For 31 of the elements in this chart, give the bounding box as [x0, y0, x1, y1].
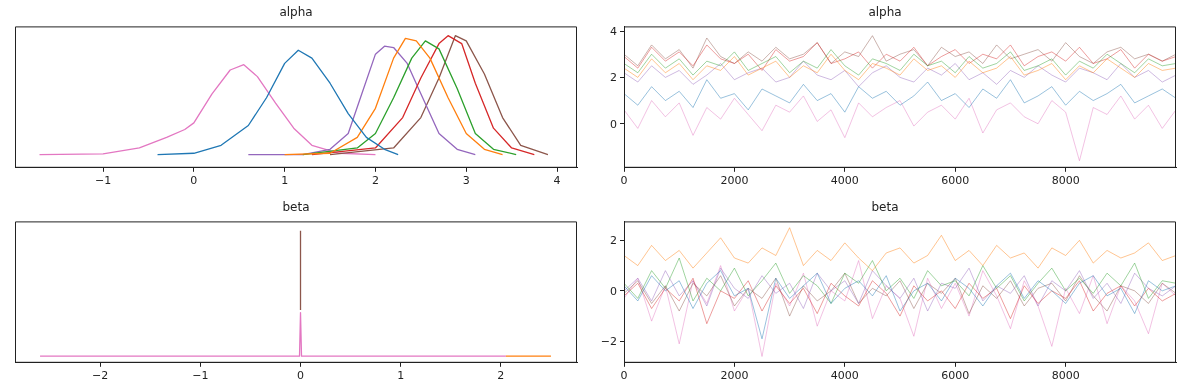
x-tick-label: 0	[620, 174, 628, 188]
y-tick-label: −2	[600, 335, 617, 349]
chart-title: beta	[871, 200, 899, 215]
y-tick-label: 4	[610, 25, 617, 39]
y-tick-label: 0	[610, 284, 617, 298]
chart-title: alpha	[868, 5, 902, 20]
y-tick-label: 0	[610, 117, 617, 131]
x-tick-label: 6000	[941, 369, 970, 383]
chart-title: beta	[282, 200, 310, 215]
x-tick-label: 2000	[720, 174, 749, 188]
x-tick-label: 4	[553, 174, 561, 188]
x-tick-label: 0	[190, 174, 198, 188]
x-tick-label: −1	[94, 174, 112, 188]
y-tick-label: 2	[610, 234, 617, 248]
chart-title: alpha	[279, 5, 313, 20]
x-tick-label: 2000	[720, 369, 749, 383]
x-tick-label: 4000	[830, 174, 859, 188]
x-tick-label: 4000	[830, 369, 859, 383]
x-tick-label: 8000	[1051, 369, 1080, 383]
x-tick-label: 8000	[1051, 174, 1080, 188]
x-tick-label: 6000	[941, 174, 970, 188]
x-tick-label: 1	[281, 174, 289, 188]
x-tick-label: 0	[297, 369, 305, 383]
x-tick-label: 2	[371, 174, 379, 188]
x-tick-label: 0	[620, 369, 628, 383]
x-tick-label: 1	[397, 369, 405, 383]
x-tick-label: 2	[497, 369, 505, 383]
x-tick-label: 3	[462, 174, 470, 188]
x-tick-label: −1	[192, 369, 209, 383]
y-tick-label: 2	[610, 71, 617, 85]
x-tick-label: −2	[92, 369, 109, 383]
